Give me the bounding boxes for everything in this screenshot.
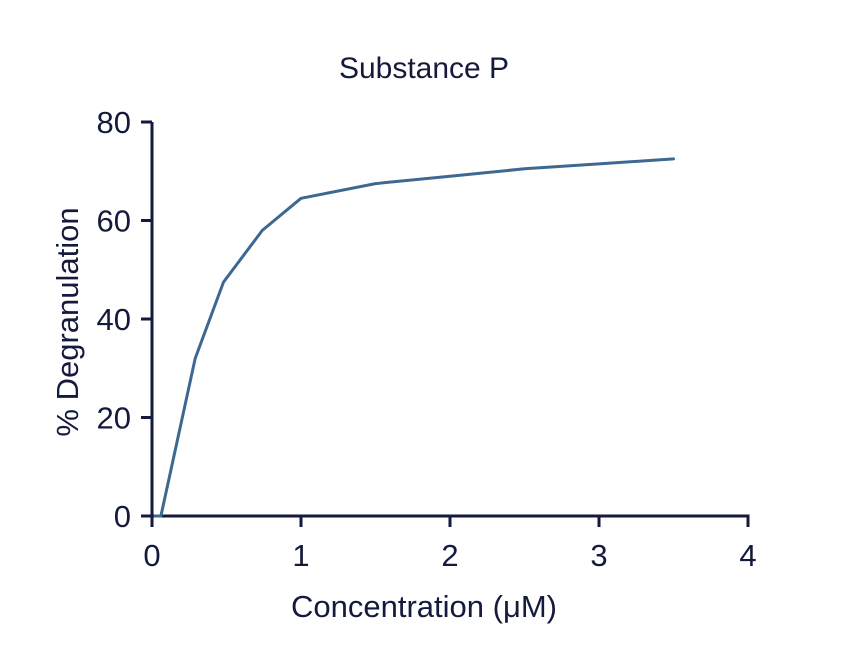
y-tick-label: 0 [114, 499, 131, 534]
x-tick-label: 3 [590, 538, 607, 573]
y-tick-label: 20 [97, 401, 131, 436]
y-tick-label: 80 [97, 105, 131, 140]
y-tick-label: 60 [97, 204, 131, 239]
x-axis-label: Concentration (μM) [291, 589, 557, 624]
x-tick-label: 2 [441, 538, 458, 573]
y-axis-label: % Degranulation [50, 207, 85, 436]
chart-title: Substance P [339, 52, 509, 85]
x-tick-label: 1 [292, 538, 309, 573]
series-line [153, 157, 675, 518]
x-tick-label: 0 [143, 538, 160, 573]
x-tick-label: 4 [739, 538, 756, 573]
y-tick-label: 40 [97, 302, 131, 337]
